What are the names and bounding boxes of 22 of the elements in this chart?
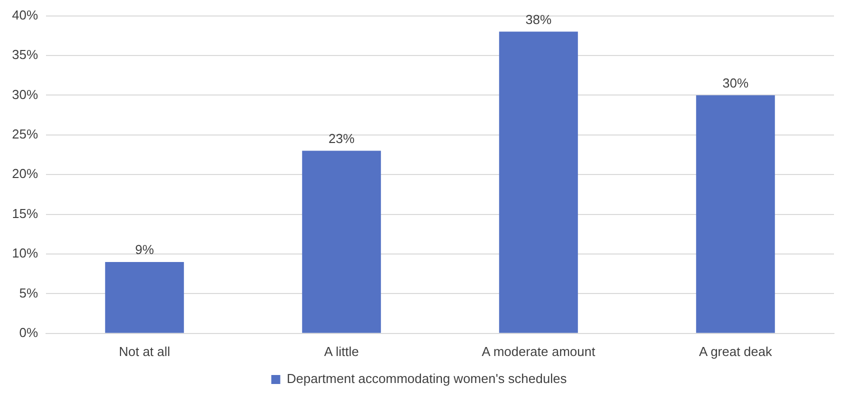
- data-label: 30%: [722, 75, 749, 90]
- y-tick-label: 25%: [12, 126, 38, 142]
- y-tick-label: 10%: [12, 246, 38, 261]
- y-tick-label: 30%: [12, 86, 38, 102]
- data-label: 9%: [135, 242, 154, 258]
- bar: [499, 32, 578, 333]
- bar: [696, 95, 775, 333]
- x-tick-label: Not at all: [118, 344, 170, 359]
- data-label: 38%: [525, 12, 552, 27]
- bar: [105, 262, 184, 333]
- y-tick-label: 0%: [19, 324, 38, 340]
- bar: [302, 150, 381, 333]
- data-label: 23%: [328, 130, 355, 146]
- y-tick-label: 35%: [12, 47, 38, 62]
- x-tick-label: A little: [324, 344, 359, 359]
- x-tick-label: A moderate amount: [482, 344, 596, 359]
- y-tick-label: 5%: [19, 285, 38, 300]
- x-tick-label: A great deak: [699, 344, 772, 359]
- y-tick-label: 20%: [12, 166, 38, 182]
- y-tick-label: 40%: [12, 7, 38, 22]
- legend-label: Department accommodating women's schedules: [286, 371, 568, 386]
- y-tick-label: 15%: [12, 206, 38, 221]
